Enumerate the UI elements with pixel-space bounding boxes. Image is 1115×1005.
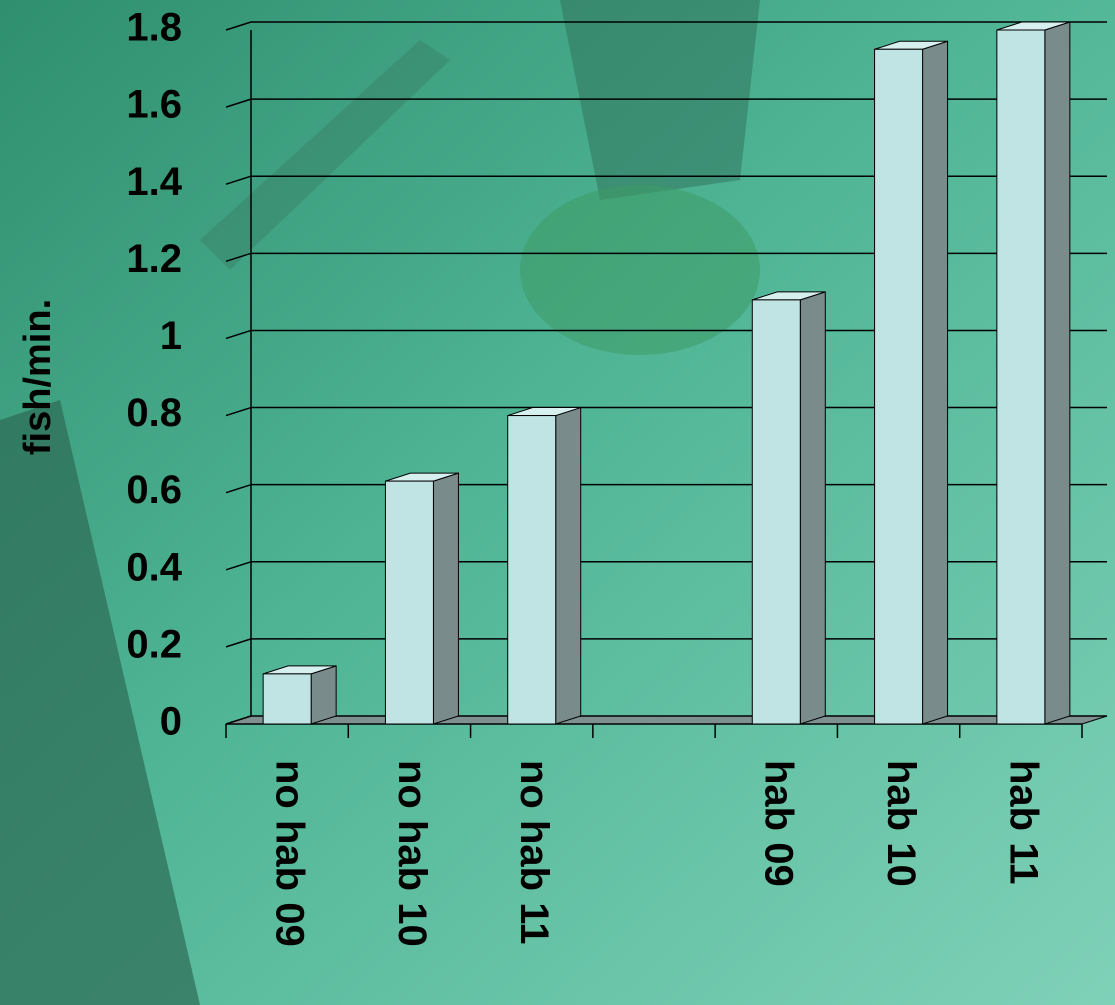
x-tick-label: no hab 10 bbox=[390, 760, 434, 947]
y-axis-label: fish/min. bbox=[17, 299, 59, 455]
bar bbox=[996, 29, 1046, 725]
bar bbox=[262, 673, 312, 725]
y-tick-label: 1.2 bbox=[126, 237, 182, 281]
y-tick-label: 0.2 bbox=[126, 622, 182, 666]
x-tick-label: hab 09 bbox=[757, 760, 801, 887]
floor bbox=[225, 715, 1108, 725]
x-tick-label: hab 11 bbox=[1001, 760, 1045, 885]
x-tick-label: no hab 09 bbox=[268, 760, 312, 947]
bar-side bbox=[1044, 21, 1071, 725]
grid-line-side bbox=[225, 406, 252, 417]
y-tick-label: 1.8 bbox=[126, 6, 182, 50]
bar-side bbox=[555, 406, 582, 725]
y-tick-label: 0.6 bbox=[126, 468, 182, 512]
y-tick-label: 1 bbox=[160, 314, 182, 358]
x-tick-label: hab 10 bbox=[879, 760, 923, 887]
bar bbox=[507, 415, 557, 725]
grid-line-side bbox=[225, 483, 252, 494]
bar-side bbox=[922, 40, 949, 725]
grid-line-side bbox=[225, 98, 252, 108]
scenery-branch bbox=[200, 40, 450, 270]
bar-side bbox=[799, 291, 826, 725]
scenery-wreck bbox=[0, 400, 200, 1005]
bar bbox=[874, 48, 924, 725]
grid-line-side bbox=[225, 252, 252, 263]
grid-line-side bbox=[225, 715, 252, 725]
bar-side bbox=[432, 472, 459, 725]
grid-line-side bbox=[225, 21, 252, 31]
bar-side bbox=[310, 665, 337, 725]
grid-line-side bbox=[225, 329, 252, 340]
bar bbox=[384, 480, 434, 725]
scenery-fish bbox=[520, 185, 760, 355]
y-tick-label: 0.4 bbox=[126, 545, 182, 589]
grid-line-side bbox=[225, 175, 252, 185]
grid-line-side bbox=[225, 561, 252, 571]
scenery-rock bbox=[560, 0, 760, 200]
y-tick-label: 0.8 bbox=[126, 391, 182, 435]
grid-line-side bbox=[225, 638, 252, 648]
x-tick-label: no hab 11 bbox=[512, 760, 556, 945]
bar bbox=[751, 299, 801, 725]
y-tick-label: 1.6 bbox=[126, 83, 182, 127]
y-tick-label: 1.4 bbox=[126, 160, 182, 204]
y-tick-label: 0 bbox=[160, 700, 182, 744]
